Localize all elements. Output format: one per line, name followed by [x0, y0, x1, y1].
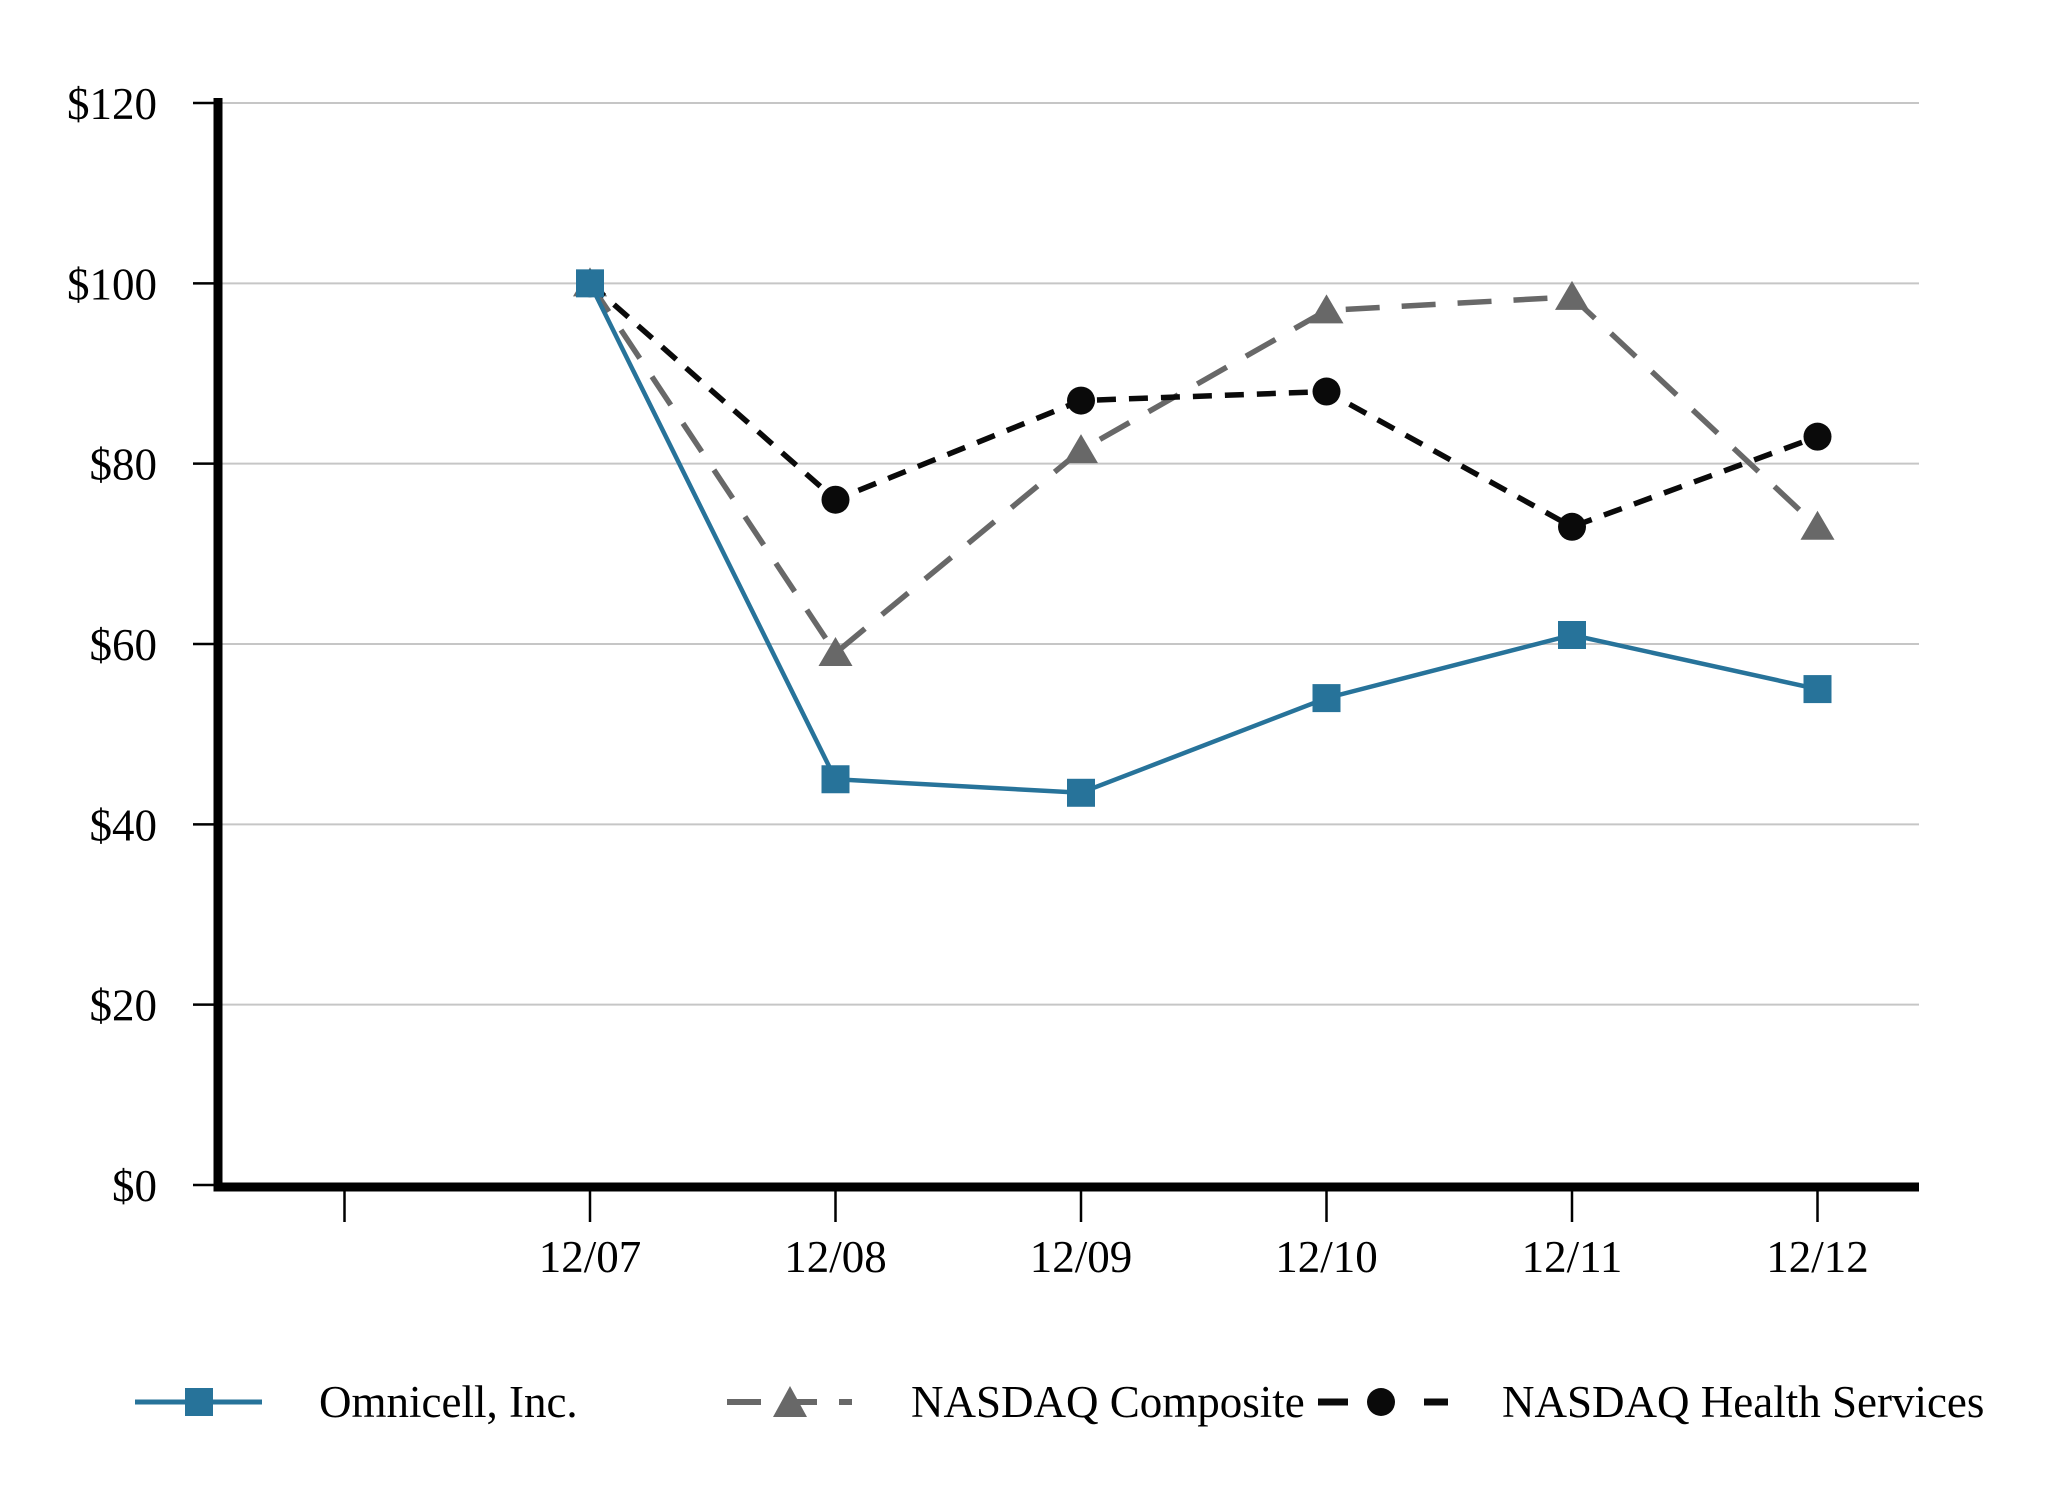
x-axis-label: 12/11 [1522, 1232, 1623, 1282]
y-axis-label: $80 [90, 440, 158, 490]
square-marker [1312, 684, 1341, 713]
x-axis-label: 12/07 [539, 1232, 642, 1282]
series-line-triangle [587, 281, 1820, 658]
x-axis-label: 12/08 [784, 1232, 887, 1282]
y-axis-label: $20 [90, 981, 158, 1031]
circle-marker [1312, 377, 1341, 406]
square-marker [821, 765, 850, 794]
square-marker [1803, 675, 1832, 704]
circle-marker [821, 485, 850, 514]
series-line-square [587, 282, 1818, 796]
square-marker [1558, 620, 1586, 649]
triangle-marker [1064, 434, 1098, 464]
circle-marker [1067, 386, 1095, 415]
y-axis-label: $40 [90, 800, 158, 850]
series-line-circle [588, 281, 1819, 530]
x-axis-label: 12/09 [1030, 1232, 1133, 1282]
y-axis-label: $120 [67, 79, 157, 129]
triangle-marker [1800, 510, 1835, 540]
triangle-marker [1555, 280, 1589, 310]
square-marker [1067, 778, 1095, 807]
triangle-marker [818, 637, 853, 667]
triangle-marker [1309, 294, 1344, 324]
square-marker [576, 269, 604, 298]
y-axis-label: $0 [112, 1161, 157, 1211]
y-axis-label: $100 [67, 259, 157, 309]
x-axis-label: 12/12 [1766, 1232, 1869, 1282]
circle-marker [1558, 512, 1586, 541]
circle-marker [1803, 422, 1832, 451]
x-axis-label: 12/10 [1275, 1232, 1378, 1282]
y-axis-label: $60 [90, 620, 158, 670]
